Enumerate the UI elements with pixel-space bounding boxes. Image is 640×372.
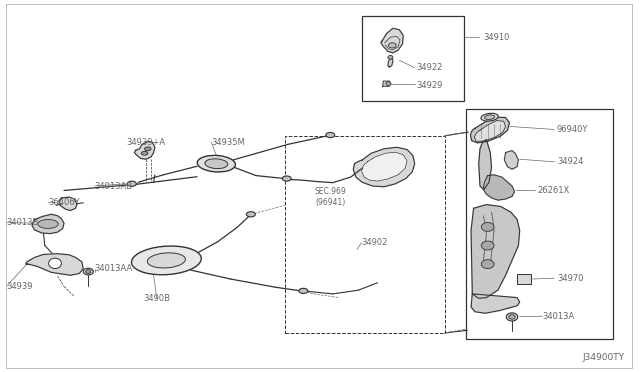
Ellipse shape	[49, 258, 61, 269]
Polygon shape	[474, 121, 506, 141]
Ellipse shape	[481, 222, 494, 231]
Text: 3490B: 3490B	[143, 294, 170, 303]
Text: 26261X: 26261X	[538, 186, 570, 195]
Text: 34922: 34922	[416, 63, 442, 72]
Text: 34013AA: 34013AA	[95, 264, 133, 273]
Polygon shape	[471, 205, 520, 298]
Ellipse shape	[388, 43, 396, 48]
Ellipse shape	[299, 288, 308, 294]
Text: 34013B: 34013B	[6, 218, 39, 227]
Text: 34910: 34910	[483, 33, 509, 42]
Bar	[466, 109, 613, 339]
Ellipse shape	[141, 151, 148, 155]
Text: 34939: 34939	[6, 282, 33, 291]
Polygon shape	[134, 141, 155, 159]
Ellipse shape	[481, 260, 494, 269]
Text: 36406Y: 36406Y	[48, 198, 79, 207]
Ellipse shape	[127, 181, 136, 186]
Ellipse shape	[145, 147, 151, 151]
Ellipse shape	[205, 159, 228, 169]
Ellipse shape	[388, 55, 393, 59]
Polygon shape	[504, 151, 518, 169]
Polygon shape	[32, 214, 64, 234]
Ellipse shape	[246, 212, 255, 217]
Ellipse shape	[506, 313, 518, 321]
Ellipse shape	[509, 315, 515, 319]
Bar	[517, 274, 531, 284]
Polygon shape	[470, 117, 509, 143]
Text: SEC.969
(96941): SEC.969 (96941)	[314, 187, 346, 207]
Bar	[285, 136, 445, 333]
Ellipse shape	[147, 253, 186, 268]
Polygon shape	[381, 28, 403, 53]
Ellipse shape	[386, 82, 391, 86]
Text: 34013AB: 34013AB	[95, 182, 133, 190]
Text: J34900TY: J34900TY	[582, 353, 624, 362]
Polygon shape	[483, 175, 515, 200]
Text: 34013A: 34013A	[543, 312, 575, 321]
Polygon shape	[479, 140, 492, 190]
Text: 96940Y: 96940Y	[557, 125, 588, 134]
Ellipse shape	[197, 155, 236, 172]
Polygon shape	[362, 152, 407, 181]
Text: 34935M: 34935M	[211, 138, 245, 147]
Bar	[362, 16, 464, 101]
Ellipse shape	[282, 176, 291, 181]
Polygon shape	[388, 59, 393, 67]
Ellipse shape	[86, 270, 91, 273]
Ellipse shape	[83, 268, 93, 275]
Ellipse shape	[38, 219, 58, 228]
Text: 34902: 34902	[362, 238, 388, 247]
Polygon shape	[59, 197, 77, 211]
Polygon shape	[26, 254, 83, 275]
Text: 34939+A: 34939+A	[126, 138, 166, 147]
Text: 34970: 34970	[557, 274, 583, 283]
Text: 34924: 34924	[557, 157, 583, 166]
Ellipse shape	[326, 132, 335, 138]
Polygon shape	[471, 294, 520, 313]
Polygon shape	[353, 147, 415, 187]
Ellipse shape	[481, 113, 499, 121]
Ellipse shape	[481, 241, 494, 250]
Text: 34929: 34929	[416, 81, 442, 90]
Polygon shape	[383, 81, 390, 86]
Ellipse shape	[131, 246, 202, 275]
Ellipse shape	[484, 115, 495, 119]
